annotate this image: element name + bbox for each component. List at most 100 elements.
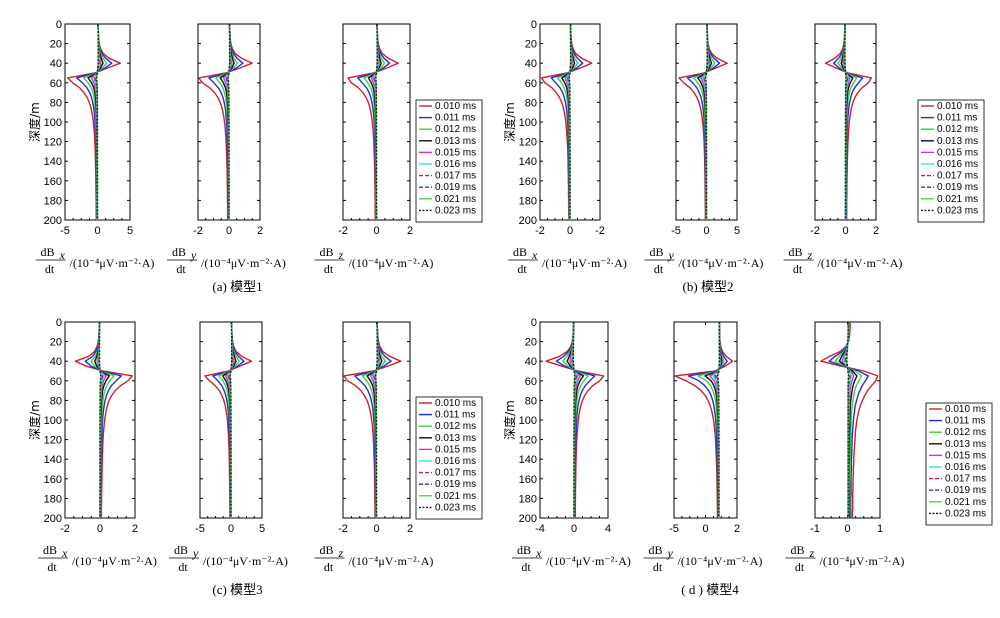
x-axis-label: dB ydt /(10⁻⁴μV·m⁻²·A) xyxy=(169,543,288,574)
legend-entry: 0.017 ms xyxy=(435,468,476,479)
legend-entry: 0.011 ms xyxy=(937,113,977,124)
x-tick-label: 0 xyxy=(842,225,848,237)
x-tick-label: 0 xyxy=(97,523,103,535)
series-group xyxy=(820,322,879,518)
x-label-denominator: dt xyxy=(654,262,664,276)
x-label-numerator: dB xyxy=(172,245,186,259)
y-tick-label: 100 xyxy=(519,117,537,129)
legend-entry: 0.021 ms xyxy=(945,497,986,508)
y-tick-label: 80 xyxy=(50,97,62,109)
series-group xyxy=(540,24,593,220)
legend-entry: 0.015 ms xyxy=(937,147,978,158)
x-tick-label: -5 xyxy=(60,225,70,237)
x-label-numerator: dB xyxy=(649,245,663,259)
panel-x: 0 20 40 60 80 100 120 140 160 180 200-4 0 4 dB xdt /(10… xyxy=(512,317,631,574)
x-label-numerator: dB xyxy=(648,543,662,557)
legend-entry: 0.013 ms xyxy=(937,136,978,147)
y-axis-label: 深度/m xyxy=(27,102,42,142)
x-tick-label: -2 xyxy=(60,523,70,535)
x-tick-label: 0 xyxy=(567,225,573,237)
series-line-0.023-ms xyxy=(568,24,572,220)
x-tick-label: 5 xyxy=(259,523,265,535)
legend-entry: 0.017 ms xyxy=(945,474,986,485)
legend-entry: 0.011 ms xyxy=(435,113,475,124)
y-tick-label: 120 xyxy=(519,435,537,447)
x-tick-label: 0 xyxy=(226,225,232,237)
x-tick-label: -5 xyxy=(671,225,681,237)
x-axis-label: dB zdt /(10⁻⁴μV·m⁻²·A) xyxy=(314,543,433,574)
series-group xyxy=(347,24,399,220)
x-label-denominator: dt xyxy=(324,560,334,574)
legend-entry: 0.013 ms xyxy=(945,439,986,450)
x-label-denominator: dt xyxy=(45,262,55,276)
legend-entry: 0.019 ms xyxy=(937,182,978,193)
series-group xyxy=(824,24,873,220)
y-tick-label: 40 xyxy=(525,356,537,368)
y-tick-label: 20 xyxy=(525,337,537,349)
y-tick-label: 60 xyxy=(525,376,537,388)
panel-z: -2 0 2 dB zdt /(10⁻⁴μV·m⁻²·A) xyxy=(314,321,433,574)
x-label-unit: /(10⁻⁴μV·m⁻²·A) xyxy=(818,256,903,270)
legend-entry: 0.010 ms xyxy=(435,398,476,409)
y-tick-label: 60 xyxy=(50,78,62,90)
figure-caption: (c) 模型3 xyxy=(212,582,262,597)
y-tick-label: 40 xyxy=(50,356,62,368)
x-label-unit: /(10⁻⁴μV·m⁻²·A) xyxy=(70,256,155,270)
x-tick-label: -2 xyxy=(193,225,203,237)
figure-caption: ( d ) 模型4 xyxy=(681,582,739,597)
x-label-unit: /(10⁻⁴μV·m⁻²·A) xyxy=(678,554,763,568)
x-label-unit: /(10⁻⁴μV·m⁻²·A) xyxy=(201,256,286,270)
series-group xyxy=(343,322,402,518)
legend-box xyxy=(917,99,985,223)
x-tick-label: 2 xyxy=(407,225,413,237)
legend-entry: 0.016 ms xyxy=(937,159,978,170)
x-axis-label: dB xdt /(10⁻⁴μV·m⁻²·A) xyxy=(35,245,155,276)
y-tick-label: 0 xyxy=(56,317,62,329)
x-tick-label: -4 xyxy=(535,523,545,535)
x-label-component: x xyxy=(61,546,68,560)
x-label-denominator: dt xyxy=(653,560,663,574)
panel-y: -5 0 5 dB ydt /(10⁻⁴μV·m⁻²·A) xyxy=(644,23,763,276)
panel-y: -5 0 2 dB ydt /(10⁻⁴μV·m⁻²·A) xyxy=(643,321,763,574)
series-line-0.023-ms xyxy=(374,322,378,518)
y-tick-label: 80 xyxy=(50,395,62,407)
y-tick-label: 40 xyxy=(525,58,537,70)
y-axis-label: 深度/m xyxy=(27,400,42,440)
x-tick-label: 5 xyxy=(734,225,740,237)
y-tick-label: 180 xyxy=(44,195,62,207)
legend-entry: 0.016 ms xyxy=(435,456,476,467)
x-label-component: z xyxy=(807,248,813,262)
x-label-numerator: dB xyxy=(43,543,57,557)
y-tick-label: 0 xyxy=(531,317,537,329)
legend-entry: 0.011 ms xyxy=(435,410,475,421)
y-tick-label: 140 xyxy=(519,156,537,168)
x-label-denominator: dt xyxy=(176,262,186,276)
legend-entry: 0.021 ms xyxy=(435,491,476,502)
y-tick-label: 20 xyxy=(50,39,62,51)
legend-entry: 0.019 ms xyxy=(435,182,476,193)
x-tick-label: 2 xyxy=(257,225,263,237)
x-tick-label: 2 xyxy=(132,523,138,535)
series-line-0.023-ms xyxy=(229,322,233,518)
x-tick-label: 0 xyxy=(844,523,850,535)
x-axis-label: dB ydt /(10⁻⁴μV·m⁻²·A) xyxy=(167,245,286,276)
legend-entry: 0.013 ms xyxy=(435,433,476,444)
legend-entry: 0.010 ms xyxy=(435,101,476,112)
x-label-denominator: dt xyxy=(517,262,527,276)
x-axis-label: dB zdt /(10⁻⁴μV·m⁻²·A) xyxy=(314,245,433,276)
legend-box xyxy=(415,396,483,520)
legend-box xyxy=(415,99,483,223)
series-group xyxy=(204,322,253,518)
y-tick-label: 160 xyxy=(519,474,537,486)
series-line-0.023-ms xyxy=(98,322,102,518)
legend-entry: 0.019 ms xyxy=(945,485,986,496)
x-label-component: z xyxy=(338,248,344,262)
x-label-numerator: dB xyxy=(788,245,802,259)
figure-caption: (a) 模型1 xyxy=(212,279,262,294)
x-axis-label: dB xdt /(10⁻⁴μV·m⁻²·A) xyxy=(508,245,627,276)
x-tick-label: -2 xyxy=(595,225,605,237)
y-tick-label: 20 xyxy=(50,337,62,349)
